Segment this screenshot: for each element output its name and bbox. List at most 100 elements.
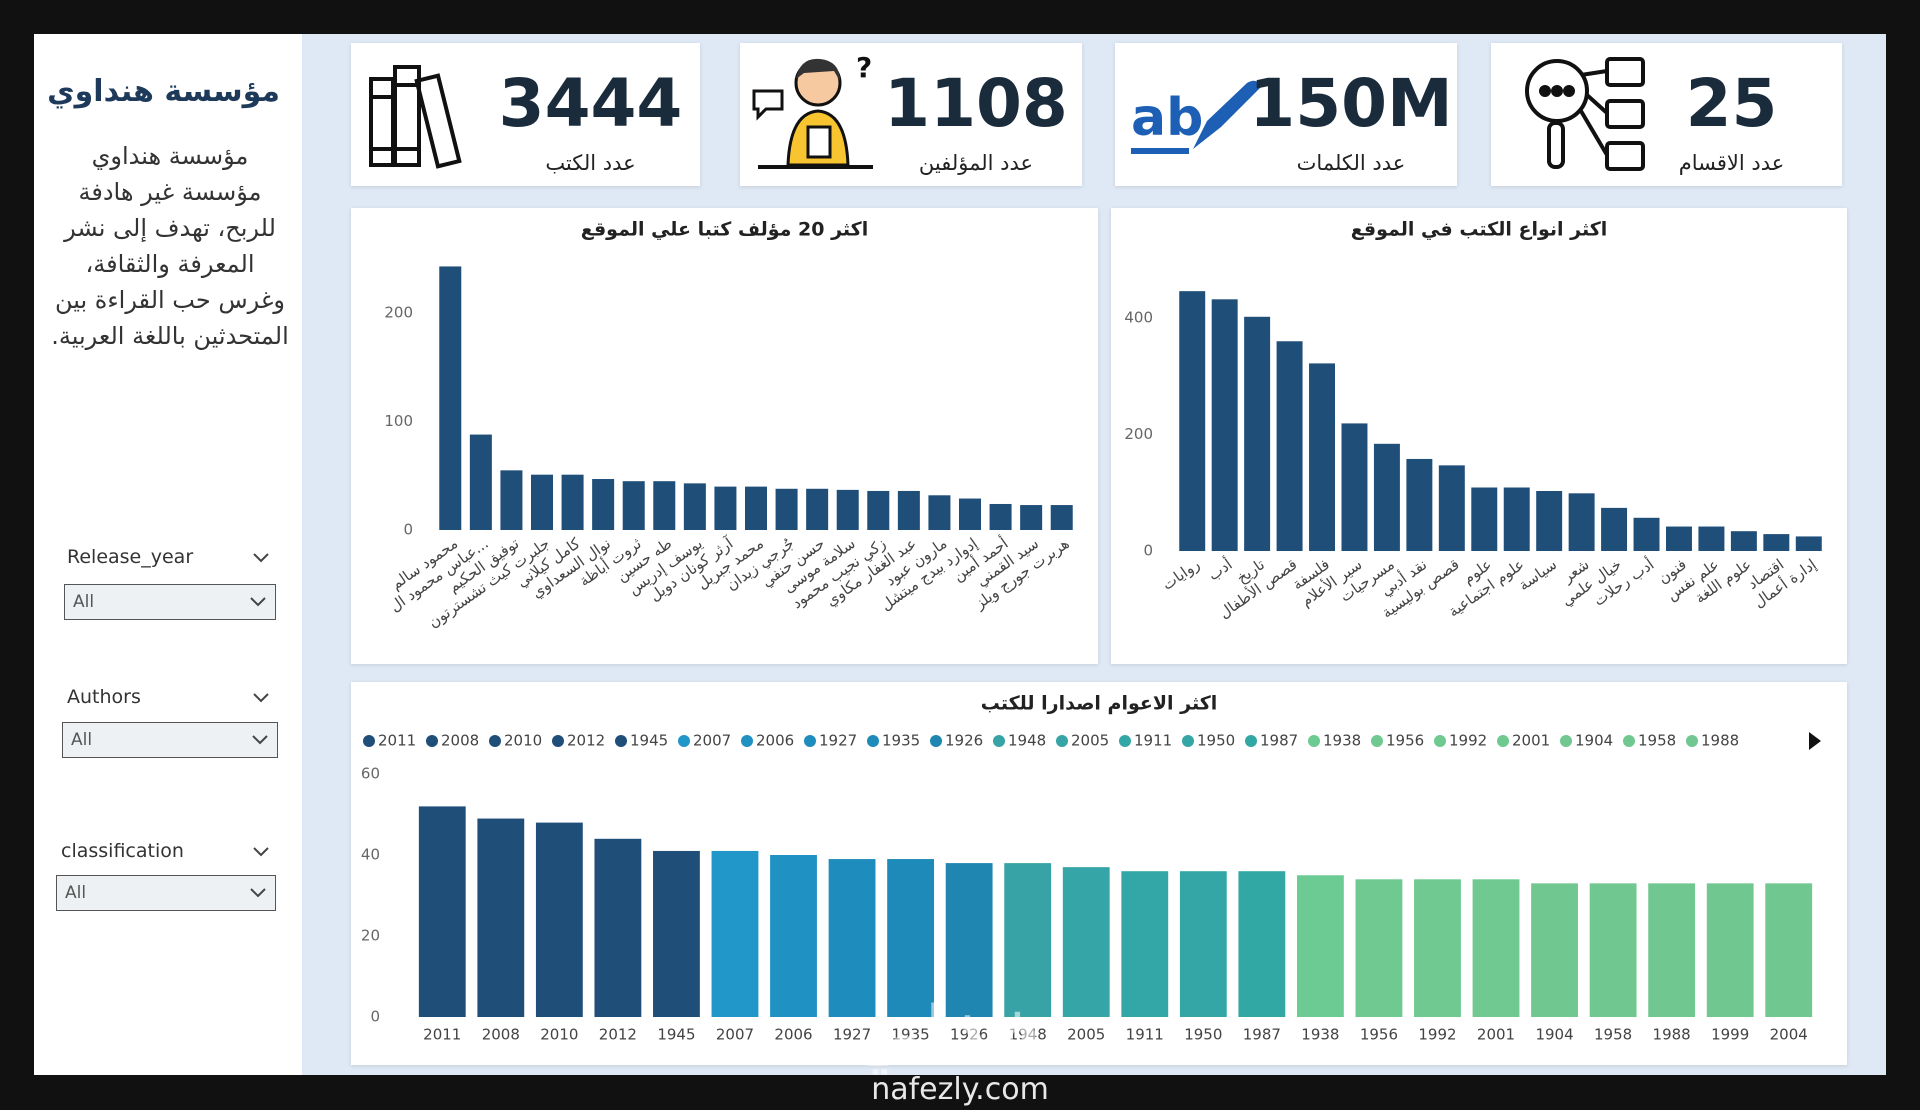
legend-marker: [426, 735, 438, 747]
bar: [1765, 883, 1813, 1017]
legend-marker: [489, 735, 501, 747]
legend-label: 1927: [819, 732, 857, 750]
bar: [1730, 531, 1757, 551]
bar: [418, 806, 466, 1017]
legend-item: 1987: [1245, 732, 1298, 750]
legend-marker: [1245, 735, 1257, 747]
x-tick-label: أدب: [1204, 554, 1235, 584]
bar: [1020, 505, 1043, 530]
legend-label: 1958: [1638, 732, 1676, 750]
legend-label: 1956: [1386, 732, 1424, 750]
text-edit-icon: ab: [1131, 80, 1261, 154]
bar: [1244, 316, 1271, 551]
legend-item: 1958: [1623, 732, 1676, 750]
y-tick-label: 200: [384, 304, 413, 322]
bar: [887, 859, 935, 1017]
bar: [1568, 493, 1595, 551]
y-tick-label: 40: [361, 846, 380, 864]
bar: [500, 470, 523, 530]
bar: [806, 488, 829, 530]
legend-label: 2012: [567, 732, 605, 750]
legend-marker: [1686, 735, 1698, 747]
kpi-value: 3444: [498, 65, 683, 142]
legend-marker: [1497, 735, 1509, 747]
slicer-value: All: [65, 883, 87, 903]
slicer-label: Release_year: [67, 546, 194, 568]
x-tick-label: 2004: [1770, 1026, 1808, 1044]
chart: اكثر انواع الكتب في الموقع 0 200 400 روايات أ…: [1124, 219, 1822, 622]
bar: [1471, 487, 1498, 551]
chart: اكثر الاعوام اصدارا للكتب 0 20 40 60 2011 2008…: [361, 693, 1821, 1044]
bar: [1238, 871, 1286, 1017]
bar: [1438, 465, 1465, 551]
books-icon: [369, 65, 462, 169]
legend-item: 2007: [678, 732, 731, 750]
bar: [653, 481, 676, 530]
bar: [1503, 487, 1530, 551]
legend-marker: [993, 735, 1005, 747]
x-tick-label: 2007: [716, 1026, 754, 1044]
bar: [744, 486, 768, 530]
bar: [1309, 363, 1336, 551]
kpi-label: عدد الكتب: [545, 151, 636, 175]
chart-title: اكثر انواع الكتب في الموقع: [1351, 219, 1608, 241]
bar: [1472, 879, 1520, 1017]
bar: [622, 481, 645, 530]
legend-item: 2005: [1056, 732, 1109, 750]
legend-item: 1911: [1119, 732, 1172, 750]
x-tick-label: 1911: [1126, 1026, 1164, 1044]
legend-label: 2001: [1512, 732, 1550, 750]
bar: [477, 818, 525, 1017]
kpi-label: عدد الاقسام: [1678, 151, 1785, 175]
chart-card: اكثر الاعوام اصدارا للكتب 0 20 40 60 2011 2008…: [351, 682, 1847, 1065]
y-tick-label: 400: [1124, 308, 1153, 326]
bar: [1406, 458, 1433, 551]
x-tick-label: 1999: [1711, 1026, 1749, 1044]
bar: [1706, 883, 1754, 1017]
x-tick-label: 1992: [1418, 1026, 1456, 1044]
kpi-value: 150M: [1249, 65, 1453, 142]
bar: [775, 488, 798, 530]
legend-item: 1950: [1182, 732, 1235, 750]
author-icon: ?: [752, 51, 873, 169]
slicer-dropdown[interactable]: All: [56, 875, 276, 911]
bar: [592, 479, 615, 530]
x-tick-label: 1927: [833, 1026, 871, 1044]
bar: [653, 850, 700, 1017]
bar: [530, 474, 554, 530]
chart-card: اكثر انواع الكتب في الموقع 0 200 400 روايات أ…: [1111, 208, 1847, 664]
legend-item: 1992: [1434, 732, 1487, 750]
slicer-collapse[interactable]: [252, 846, 270, 858]
legend-label: 2006: [756, 732, 794, 750]
bar: [714, 486, 737, 530]
dropdown-arrow: [250, 888, 266, 898]
x-tick-label: 2012: [599, 1026, 637, 1044]
bar: [1665, 526, 1692, 551]
bar: [439, 266, 462, 530]
bar: [594, 838, 642, 1017]
legend-label: 1926: [945, 732, 983, 750]
legend-marker: [1623, 735, 1635, 747]
slicer-collapse[interactable]: [252, 692, 270, 704]
kpi-value: 25: [1685, 65, 1778, 142]
slicer-dropdown[interactable]: All: [64, 584, 276, 620]
slicer-collapse[interactable]: [252, 552, 270, 564]
kpi-label: عدد الكلمات: [1296, 151, 1406, 175]
legend-label: 2011: [378, 732, 416, 750]
bar: [1373, 443, 1400, 551]
legend-scroll-arrow[interactable]: [1809, 732, 1821, 750]
bar: [1795, 536, 1822, 551]
dropdown-arrow: [250, 597, 266, 607]
bar: [469, 434, 492, 530]
x-tick-label: 2001: [1477, 1026, 1515, 1044]
x-tick-label: 1935: [892, 1026, 930, 1044]
bar: [867, 490, 890, 530]
slicer-dropdown[interactable]: All: [62, 722, 278, 758]
legend-marker: [1560, 735, 1572, 747]
x-tick-label: 2006: [774, 1026, 812, 1044]
legend-item: 1988: [1686, 732, 1739, 750]
sidebar-description: مؤسسة هنداوي مؤسسة غير هادفة للربح، تهدف…: [51, 142, 289, 350]
legend-label: 2008: [441, 732, 479, 750]
bar: [1414, 879, 1461, 1017]
legend-marker: [867, 735, 879, 747]
